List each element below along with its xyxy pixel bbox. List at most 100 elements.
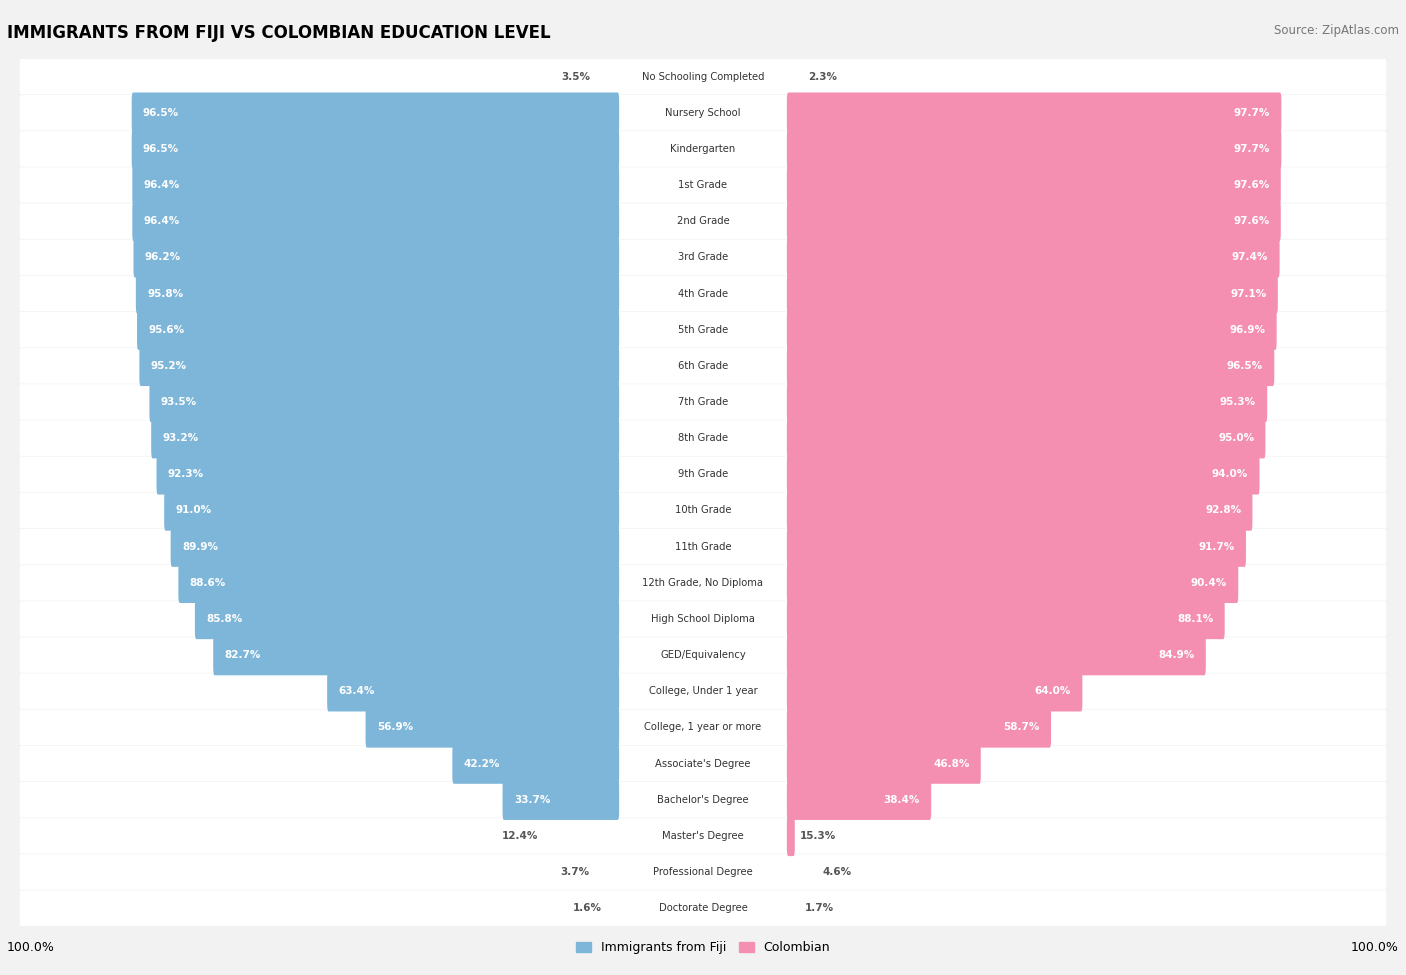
Text: 6th Grade: 6th Grade <box>678 361 728 370</box>
FancyBboxPatch shape <box>20 132 1386 167</box>
FancyBboxPatch shape <box>787 816 794 856</box>
FancyBboxPatch shape <box>787 599 1225 640</box>
Text: 95.3%: 95.3% <box>1220 397 1256 407</box>
Text: 96.5%: 96.5% <box>1227 361 1263 370</box>
FancyBboxPatch shape <box>20 456 1386 492</box>
Text: 8th Grade: 8th Grade <box>678 433 728 444</box>
Text: 84.9%: 84.9% <box>1159 650 1195 660</box>
Text: 1.7%: 1.7% <box>804 903 834 914</box>
Text: 42.2%: 42.2% <box>464 759 501 768</box>
Text: 46.8%: 46.8% <box>934 759 970 768</box>
FancyBboxPatch shape <box>134 237 619 278</box>
FancyBboxPatch shape <box>132 129 619 169</box>
Text: No Schooling Completed: No Schooling Completed <box>641 71 765 82</box>
Text: 82.7%: 82.7% <box>225 650 262 660</box>
FancyBboxPatch shape <box>787 563 1239 603</box>
Text: 97.4%: 97.4% <box>1232 253 1268 262</box>
Text: 96.2%: 96.2% <box>145 253 181 262</box>
FancyBboxPatch shape <box>20 602 1386 637</box>
FancyBboxPatch shape <box>20 492 1386 528</box>
FancyBboxPatch shape <box>20 818 1386 853</box>
FancyBboxPatch shape <box>132 93 619 133</box>
Text: 11th Grade: 11th Grade <box>675 541 731 552</box>
Text: College, Under 1 year: College, Under 1 year <box>648 686 758 696</box>
FancyBboxPatch shape <box>787 635 1206 676</box>
Text: 90.4%: 90.4% <box>1191 578 1227 588</box>
FancyBboxPatch shape <box>20 674 1386 709</box>
FancyBboxPatch shape <box>20 528 1386 565</box>
FancyBboxPatch shape <box>787 418 1265 458</box>
Text: 94.0%: 94.0% <box>1212 469 1249 480</box>
FancyBboxPatch shape <box>20 638 1386 673</box>
FancyBboxPatch shape <box>20 276 1386 311</box>
FancyBboxPatch shape <box>139 345 619 386</box>
FancyBboxPatch shape <box>787 671 1083 712</box>
FancyBboxPatch shape <box>787 93 1281 133</box>
Text: 95.6%: 95.6% <box>148 325 184 334</box>
Text: 12.4%: 12.4% <box>502 831 538 840</box>
Text: 93.5%: 93.5% <box>160 397 197 407</box>
FancyBboxPatch shape <box>20 312 1386 347</box>
FancyBboxPatch shape <box>195 599 619 640</box>
FancyBboxPatch shape <box>787 454 1260 494</box>
Text: 9th Grade: 9th Grade <box>678 469 728 480</box>
Text: 63.4%: 63.4% <box>339 686 375 696</box>
Text: Associate's Degree: Associate's Degree <box>655 759 751 768</box>
Text: 97.7%: 97.7% <box>1233 144 1270 154</box>
Text: 4th Grade: 4th Grade <box>678 289 728 298</box>
FancyBboxPatch shape <box>136 309 619 350</box>
FancyBboxPatch shape <box>20 168 1386 203</box>
Text: 97.7%: 97.7% <box>1233 107 1270 118</box>
Text: 2.3%: 2.3% <box>808 71 838 82</box>
Text: 91.7%: 91.7% <box>1198 541 1234 552</box>
Text: IMMIGRANTS FROM FIJI VS COLOMBIAN EDUCATION LEVEL: IMMIGRANTS FROM FIJI VS COLOMBIAN EDUCAT… <box>7 24 551 42</box>
Text: 95.0%: 95.0% <box>1218 433 1254 444</box>
Text: 3rd Grade: 3rd Grade <box>678 253 728 262</box>
Text: 96.5%: 96.5% <box>143 107 179 118</box>
FancyBboxPatch shape <box>502 779 619 820</box>
FancyBboxPatch shape <box>787 490 1253 530</box>
FancyBboxPatch shape <box>787 165 1281 206</box>
FancyBboxPatch shape <box>20 854 1386 890</box>
FancyBboxPatch shape <box>156 454 619 494</box>
Text: 97.6%: 97.6% <box>1233 180 1270 190</box>
Text: 1st Grade: 1st Grade <box>679 180 727 190</box>
Text: 92.8%: 92.8% <box>1205 505 1241 516</box>
FancyBboxPatch shape <box>20 95 1386 131</box>
Text: 12th Grade, No Diploma: 12th Grade, No Diploma <box>643 578 763 588</box>
Text: Professional Degree: Professional Degree <box>654 867 752 878</box>
Text: 96.9%: 96.9% <box>1229 325 1265 334</box>
FancyBboxPatch shape <box>20 58 1386 95</box>
Text: Doctorate Degree: Doctorate Degree <box>658 903 748 914</box>
FancyBboxPatch shape <box>366 707 619 748</box>
Text: 10th Grade: 10th Grade <box>675 505 731 516</box>
FancyBboxPatch shape <box>20 710 1386 745</box>
Text: Bachelor's Degree: Bachelor's Degree <box>657 795 749 804</box>
Text: College, 1 year or more: College, 1 year or more <box>644 722 762 732</box>
FancyBboxPatch shape <box>132 201 619 242</box>
Text: GED/Equivalency: GED/Equivalency <box>661 650 745 660</box>
Text: 96.4%: 96.4% <box>143 216 180 226</box>
Text: 3.7%: 3.7% <box>560 867 589 878</box>
FancyBboxPatch shape <box>787 382 1267 422</box>
FancyBboxPatch shape <box>20 204 1386 239</box>
FancyBboxPatch shape <box>152 418 619 458</box>
Text: 91.0%: 91.0% <box>176 505 211 516</box>
FancyBboxPatch shape <box>787 743 981 784</box>
FancyBboxPatch shape <box>787 707 1052 748</box>
FancyBboxPatch shape <box>787 237 1279 278</box>
Text: 95.8%: 95.8% <box>148 289 183 298</box>
FancyBboxPatch shape <box>20 782 1386 817</box>
FancyBboxPatch shape <box>214 635 619 676</box>
Text: 5th Grade: 5th Grade <box>678 325 728 334</box>
FancyBboxPatch shape <box>20 890 1386 926</box>
Text: 88.6%: 88.6% <box>190 578 226 588</box>
Text: 85.8%: 85.8% <box>207 614 242 624</box>
Text: 1.6%: 1.6% <box>572 903 602 914</box>
Text: Source: ZipAtlas.com: Source: ZipAtlas.com <box>1274 24 1399 37</box>
FancyBboxPatch shape <box>20 566 1386 601</box>
Text: 100.0%: 100.0% <box>1351 941 1399 954</box>
Text: 56.9%: 56.9% <box>377 722 413 732</box>
Text: 3.5%: 3.5% <box>561 71 591 82</box>
FancyBboxPatch shape <box>165 490 619 530</box>
